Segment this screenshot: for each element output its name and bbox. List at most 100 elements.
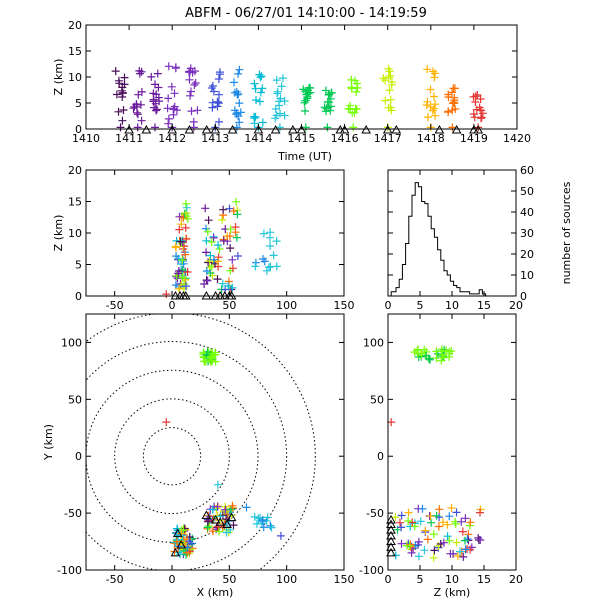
x-height-source [176,237,185,246]
x-height-source [214,241,222,250]
time-height-source [133,110,142,119]
time-height-source [350,108,359,117]
height-y-source [414,552,423,561]
x-height-source [202,267,211,275]
time-height-source [273,87,282,96]
plan-view-source [254,514,263,523]
x-height-source [209,255,218,264]
x-height-source [219,205,228,214]
plan-view-ytick-label: -100 [57,564,82,577]
time-height-source [444,90,453,99]
plan-view-source [205,522,214,530]
height-y-source [447,504,456,512]
time-height-source [299,85,308,94]
plan-view-station-marker [210,514,221,524]
time-height-xtick-label: 1418 [417,132,445,145]
time-height-ytick-label: 15 [68,45,82,58]
plan-view-source [185,537,194,546]
time-height-source [386,103,395,112]
x-height-source [272,237,281,246]
time-height-source [423,65,432,74]
time-height-source [301,107,309,115]
histogram-xtick-label: 15 [477,299,491,312]
height-y-source [406,540,415,549]
time-height-source [149,97,158,106]
time-height-xlabel: Time (UT) [277,150,332,163]
time-height-source [444,107,453,116]
height-y-source [445,536,454,545]
x-height-source [233,210,242,219]
height-y-source [452,508,461,517]
time-height-source [301,123,310,132]
plan-view-source [213,480,222,489]
time-height-source [255,70,264,79]
x-height-source [228,255,237,264]
height-y-source [404,517,413,525]
x-height-source [224,281,233,290]
time-height-source [258,84,267,93]
time-height-source [215,90,223,99]
time-height-source [351,104,360,113]
plan-view-stations [170,510,237,557]
x-height-ytick-label: 20 [68,164,82,177]
time-height-panel: 1410 1411 1412 1413 1414 1415 1416 1417 1418 1419… [52,19,531,163]
time-height-source [423,113,432,122]
height-histogram-ylabel: number of sources [560,181,573,284]
height-y-xtick-label: 20 [509,573,523,586]
time-height-source [186,67,195,76]
height-y-source [396,518,404,527]
time-height-source [133,108,141,117]
plan-view-station-marker [172,528,183,538]
x-height-source [183,214,192,223]
time-height-source [230,106,239,115]
x-height-source [178,256,187,265]
time-height-source [208,82,217,90]
histogram-ytick-label: 20 [520,248,534,261]
plan-view-station-marker [201,510,212,519]
height-y-xtick-label: 15 [477,573,491,586]
plan-view-ylabel: Y (km) [42,424,55,461]
time-height-source [232,123,241,132]
time-height-source [164,114,173,123]
time-height-source [119,106,128,114]
x-height-ytick-label: 15 [68,196,82,209]
time-height-source [114,107,123,116]
plan-view-ytick-label: 0 [75,450,82,463]
plan-view-source [208,505,217,514]
height-y-source [414,345,422,354]
height-y-ytick-label: 100 [363,336,384,349]
time-height-source [429,92,438,101]
time-height-xtick-label: 1413 [201,132,229,145]
height-y-station-marker [386,542,396,551]
histogram-xtick-label: 0 [385,299,392,312]
time-height-source [234,69,243,78]
plan-view-xtick-label: -50 [106,573,124,586]
time-height-source [385,86,394,95]
plan-view-source [172,537,181,546]
height-y-source [476,536,485,544]
range-ring [142,427,202,486]
height-y-source [391,551,400,560]
time-height-source [152,90,161,99]
x-height-source [260,257,269,266]
x-height-source [232,233,241,242]
histogram-ytick-label: 40 [520,206,534,219]
plan-view-source [215,527,223,536]
time-height-source [214,75,223,83]
x-height-source [213,275,222,284]
time-height-source [133,123,142,132]
plan-view-source [214,522,222,531]
time-height-source [118,116,127,125]
height-y-xtick-label: 0 [385,573,392,586]
x-height-source [266,262,275,271]
x-height-source [215,245,224,253]
plan-view-source [259,523,268,532]
time-height-source [147,72,156,81]
time-height-source [384,73,393,82]
time-height-source [235,65,244,74]
time-height-ytick-label: 0 [75,123,82,136]
height-y-ytick-label: -100 [359,564,384,577]
plan-view-station-marker [176,539,187,549]
time-height-source [232,110,241,119]
